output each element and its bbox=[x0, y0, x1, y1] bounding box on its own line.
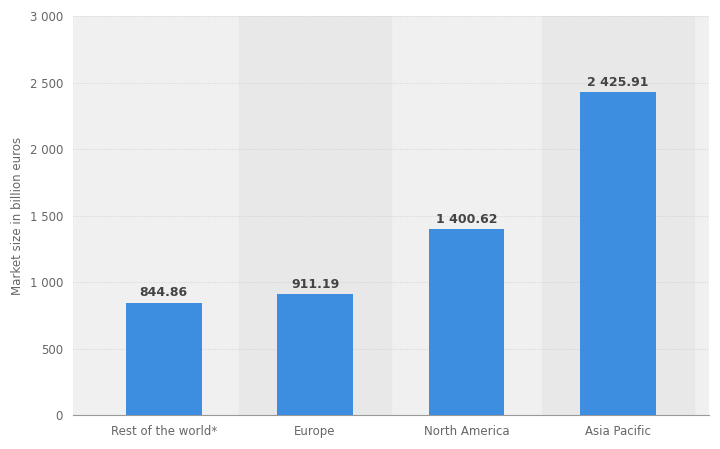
Text: 911.19: 911.19 bbox=[291, 277, 339, 291]
Bar bbox=[428, 229, 505, 415]
Bar bbox=[239, 16, 391, 415]
Text: 844.86: 844.86 bbox=[140, 286, 188, 299]
Bar bbox=[277, 294, 353, 415]
Y-axis label: Market size in billion euros: Market size in billion euros bbox=[11, 136, 24, 295]
Text: 2 425.91: 2 425.91 bbox=[588, 76, 649, 89]
Bar bbox=[542, 16, 694, 415]
Bar bbox=[126, 303, 202, 415]
Bar bbox=[580, 92, 656, 415]
Text: 1 400.62: 1 400.62 bbox=[436, 212, 498, 225]
